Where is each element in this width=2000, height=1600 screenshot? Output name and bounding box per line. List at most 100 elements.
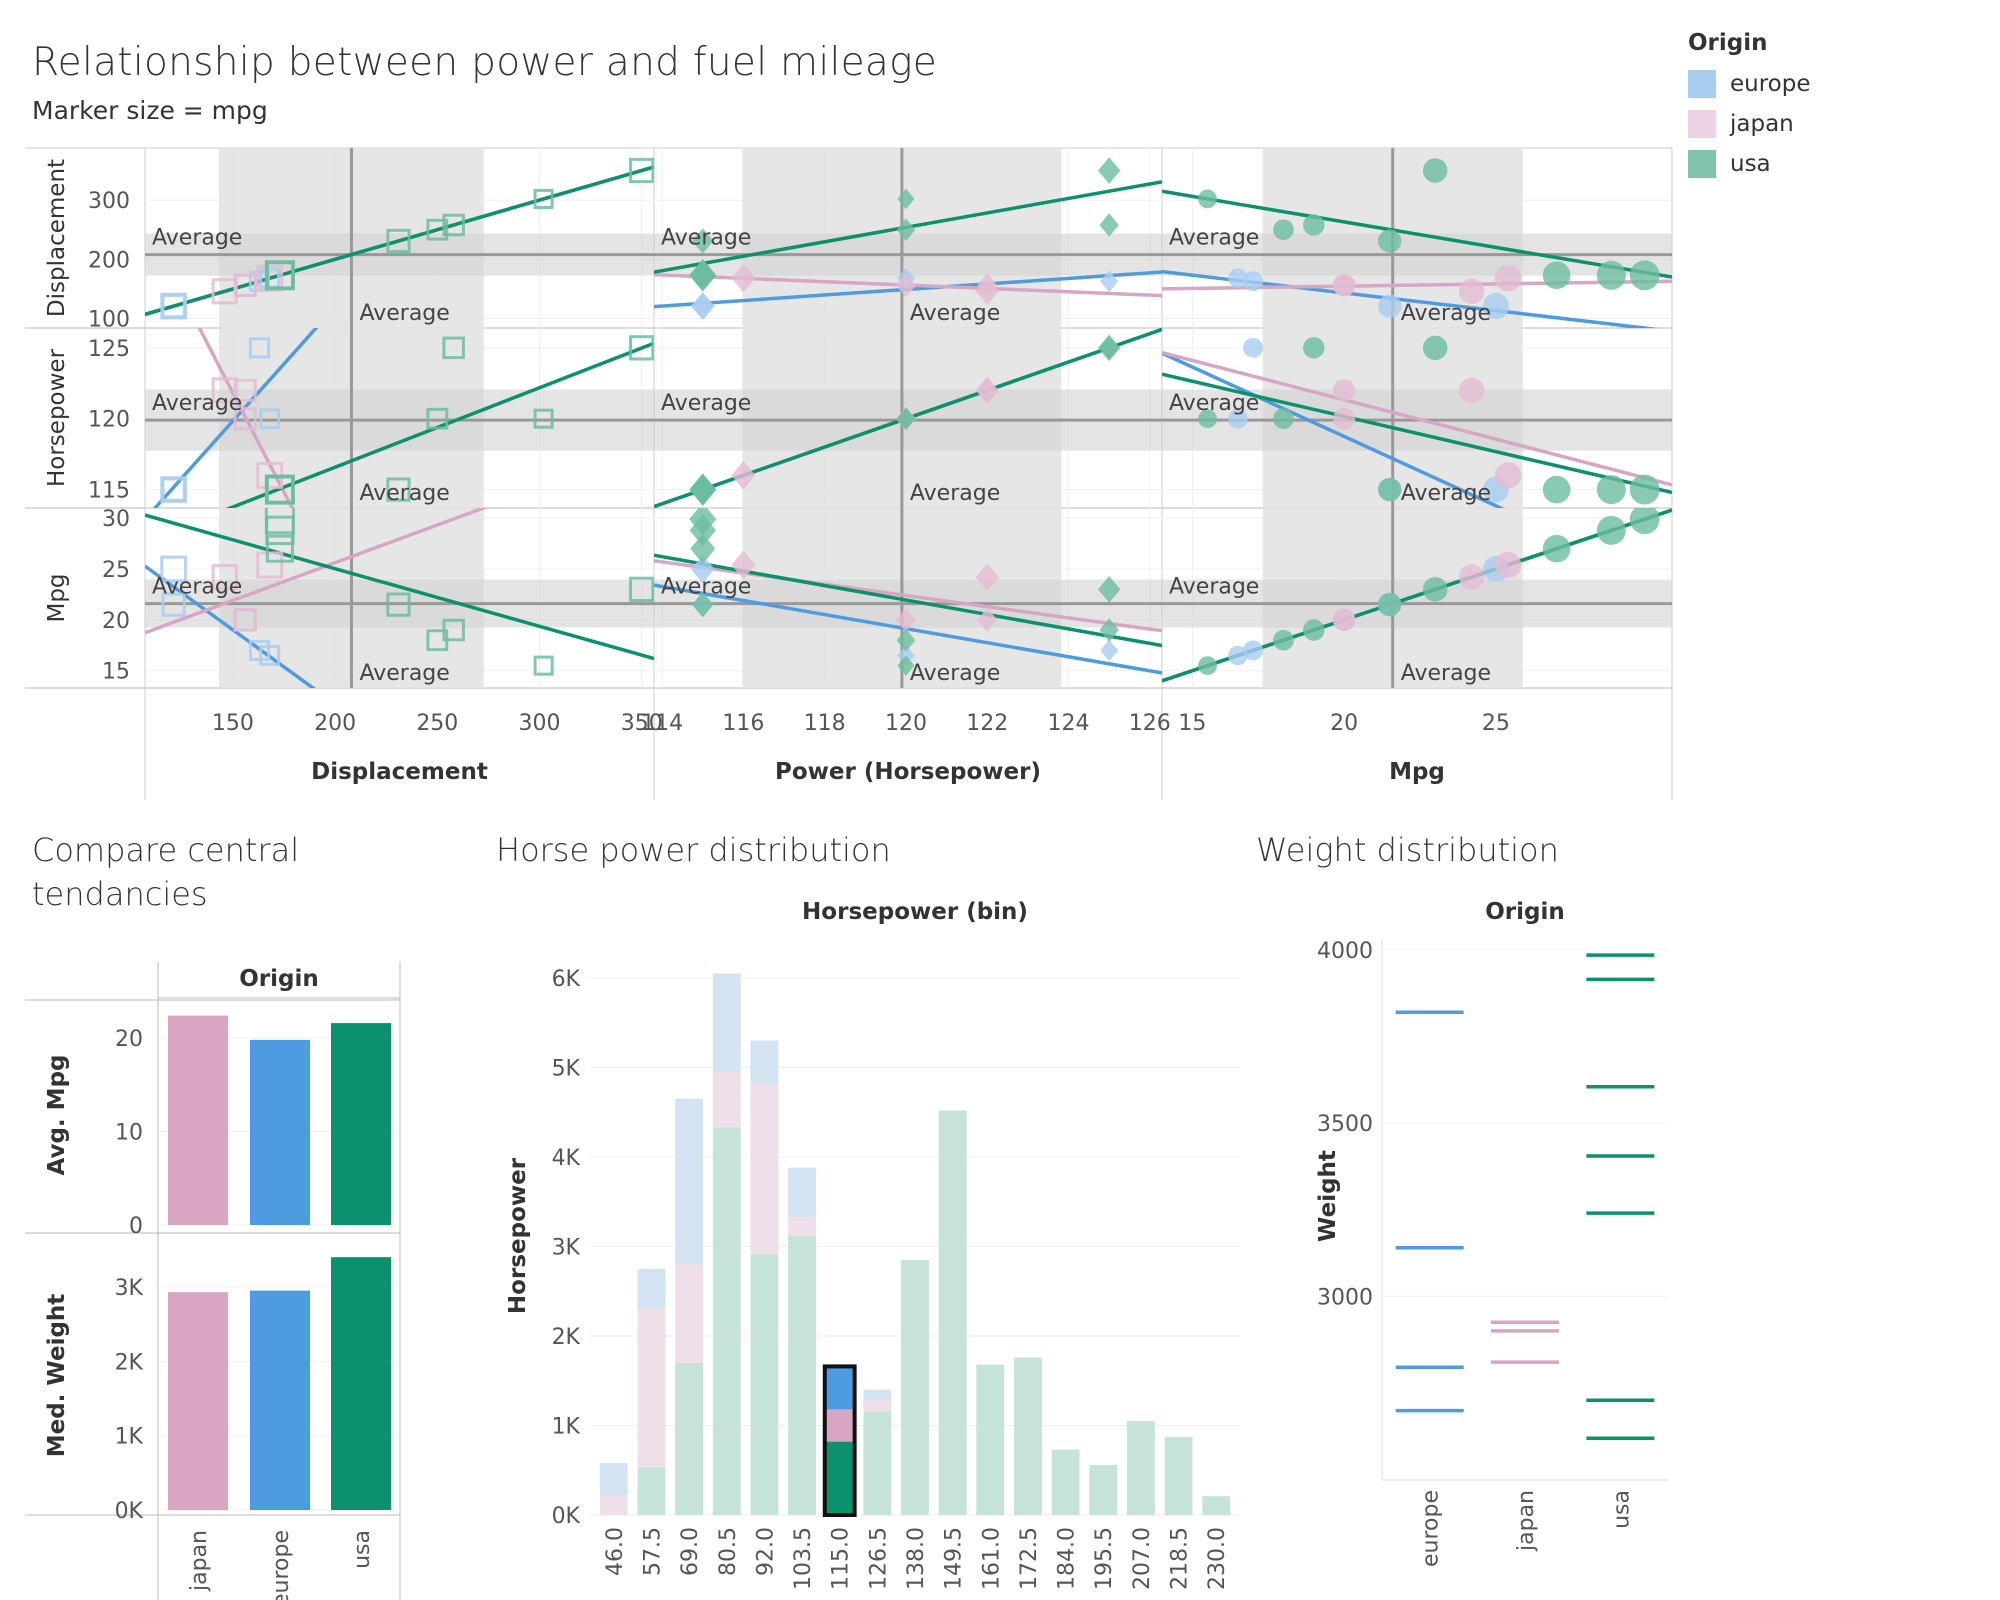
col-tick-label: 150 [212,711,254,736]
bar-230.0-usa [1202,1496,1231,1515]
trend-line-usa [1162,372,1672,495]
data-point-europe [259,408,281,430]
legend-title: Origin [1688,30,1768,56]
y-tick-label: 5K [552,1056,581,1081]
bar-115.0-usa [825,1441,854,1515]
legend-item-usa[interactable]: usa [1688,144,1811,184]
bar-126.5-europe [863,1389,892,1401]
row-tick-label: 120 [88,408,130,433]
y-tick-label: 3K [115,1276,144,1301]
data-point-europe [259,645,281,666]
row-tick-label: 100 [88,308,130,333]
data-point-usa [1377,477,1402,502]
column-header-origin: Origin [239,966,319,992]
bar-57.5-usa [637,1467,666,1515]
origin-legend[interactable]: Origin europe japan usa [1688,30,1811,184]
matrix-panel-horsepower-vs-horsepower: Average Average [654,328,1162,508]
data-point-japan [1494,265,1522,292]
x-tick-label: 46.0 [603,1527,628,1576]
trend-line-japan [197,328,295,508]
data-point-usa [264,260,295,291]
matrix-panel-mpg-vs-horsepower: Average Average [654,508,1162,688]
y-tick-label: 0K [115,1499,144,1524]
col-tick-label: 120 [885,711,927,736]
chart-title: Origin [1485,899,1565,925]
data-point-usa [1596,515,1626,545]
y-average-label: Average [1169,226,1259,251]
data-point-usa [1198,656,1217,676]
highlighted-bar-outline [822,1364,857,1517]
x-tick-label: 69.0 [678,1527,703,1576]
bar-57.5-japan [637,1308,666,1468]
bar-46.0-japan [599,1495,628,1515]
y-average-label: Average [1169,391,1259,416]
data-point-usa [896,407,916,430]
legend-item-europe[interactable]: europe [1688,64,1811,104]
scatter-matrix-chart[interactable]: AverageAverageAverageAverageAverageAvera… [0,0,2000,820]
data-point-usa [264,474,295,505]
data-point-japan [1458,564,1485,590]
x-tick-label: 195.5 [1092,1527,1117,1590]
col-axis-title: Power (Horsepower) [775,759,1041,785]
bar-103.5-europe [788,1167,816,1217]
matrix-panel-displacement-vs-mpg: Average Average [1162,148,1672,328]
data-point-japan [233,407,257,431]
bar-46.0-europe [599,1463,628,1496]
data-point-usa [629,576,654,603]
data-point-usa [1098,157,1121,184]
data-point-japan [1333,379,1356,402]
bar-126.5-japan [863,1400,892,1412]
x-average-label: Average [1401,661,1491,686]
data-point-europe [692,293,714,319]
trend-line-europe [152,328,319,508]
panel-ylabel: Med. Weight [44,1294,70,1458]
data-point-usa [1273,629,1294,651]
data-point-usa [689,508,717,536]
y-average-label: Average [1169,575,1259,600]
legend-label-usa: usa [1730,151,1771,177]
legend-swatch-usa [1688,150,1716,178]
bar-184.0-usa [1051,1449,1080,1515]
trend-line-usa [1162,189,1672,279]
row-axis-title: Horsepower [44,348,70,487]
dashboard-title: Relationship between power and fuel mile… [32,40,938,85]
weight-distribution-chart[interactable]: Origin 3000 3500 4000 Weight europe japan usa [1250,890,1710,1590]
data-point-usa [1303,619,1325,641]
row-tick-label: 25 [102,558,130,583]
data-point-europe [1482,293,1509,320]
y-tick-label: 20 [115,1027,143,1052]
data-point-europe [1243,271,1264,292]
data-point-japan [1333,407,1356,430]
data-point-usa [896,628,916,652]
panel-content: Average Average [145,148,654,328]
central-tendencies-chart[interactable]: Origin 0 10 20 Avg. Mpg 0K 1K 2K 3K Med. Weight ja… [0,960,420,1600]
data-point-europe [161,477,186,502]
bar-115.0-europe [825,1366,854,1410]
y-tick-label: 4K [552,1146,581,1171]
y-tick-label: 0 [129,1214,143,1239]
y-axis-title: Weight [1315,1150,1341,1242]
data-point-japan [1333,274,1356,297]
bar-japan [168,1015,228,1225]
legend-item-japan[interactable]: japan [1688,104,1811,144]
data-point-japan [233,378,257,402]
y-tick-label: 0K [552,1504,581,1529]
bar-92.0-japan [750,1083,779,1255]
horsepower-distribution-chart[interactable]: Horsepower (bin) 0K 1K 2K 3K 4K 5K 6K Horsepower… [480,890,1240,1590]
data-point-usa [1273,408,1294,430]
data-point-usa [533,655,554,676]
data-point-usa [1099,618,1119,642]
data-point-usa [533,408,554,429]
col-tick-label: 20 [1330,711,1358,736]
x-tick-label-europe: europe [1419,1490,1444,1567]
y-tick-label: 1K [552,1414,581,1439]
trend-line-japan [1162,350,1672,487]
data-point-usa [1303,214,1325,236]
data-point-usa [896,218,916,241]
panel-content: Average Average [145,508,654,688]
data-point-usa [1542,534,1571,563]
data-point-usa [629,335,654,361]
data-point-usa [426,407,449,430]
data-point-japan [211,564,238,591]
trend-line-usa [145,165,654,317]
